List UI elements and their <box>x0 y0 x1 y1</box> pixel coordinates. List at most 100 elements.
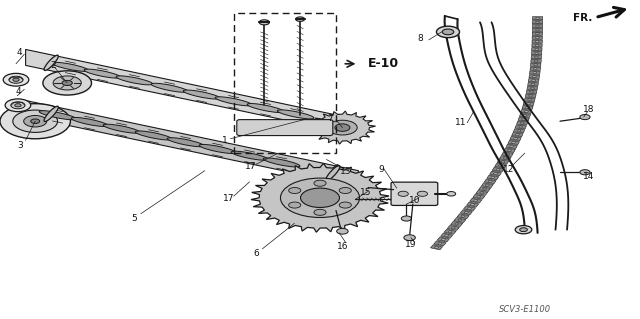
Circle shape <box>339 202 351 208</box>
Polygon shape <box>526 90 537 94</box>
Circle shape <box>445 235 449 237</box>
Ellipse shape <box>44 55 58 70</box>
Circle shape <box>24 115 47 127</box>
Circle shape <box>335 124 350 131</box>
Circle shape <box>536 29 540 31</box>
Circle shape <box>499 165 502 167</box>
Circle shape <box>486 184 490 186</box>
Circle shape <box>474 200 477 202</box>
Polygon shape <box>481 183 493 188</box>
Ellipse shape <box>199 145 236 153</box>
Circle shape <box>451 227 455 229</box>
Circle shape <box>535 41 539 42</box>
Polygon shape <box>531 59 541 63</box>
Ellipse shape <box>167 138 204 147</box>
Circle shape <box>447 191 456 196</box>
Text: E-10: E-10 <box>368 57 399 70</box>
Circle shape <box>533 72 537 74</box>
Circle shape <box>314 209 326 215</box>
Circle shape <box>506 153 509 155</box>
Text: 13: 13 <box>340 167 351 176</box>
Circle shape <box>515 226 532 234</box>
Text: FR.: FR. <box>573 12 592 23</box>
Polygon shape <box>532 28 543 32</box>
Circle shape <box>534 52 538 54</box>
FancyBboxPatch shape <box>391 182 438 205</box>
Polygon shape <box>532 44 542 47</box>
Polygon shape <box>531 56 541 59</box>
Polygon shape <box>492 167 504 172</box>
Polygon shape <box>530 67 541 70</box>
Circle shape <box>401 197 412 202</box>
Circle shape <box>438 242 442 244</box>
Circle shape <box>523 114 527 116</box>
Circle shape <box>535 48 539 50</box>
Polygon shape <box>532 40 542 43</box>
Polygon shape <box>437 237 449 242</box>
Polygon shape <box>451 221 463 226</box>
Text: 6: 6 <box>253 249 259 258</box>
Circle shape <box>15 104 21 107</box>
Polygon shape <box>531 52 542 55</box>
Text: 4: 4 <box>17 48 22 57</box>
Text: 16: 16 <box>337 242 348 251</box>
Ellipse shape <box>277 110 314 119</box>
Circle shape <box>536 17 540 19</box>
Circle shape <box>465 211 468 213</box>
Polygon shape <box>532 25 543 28</box>
Ellipse shape <box>247 104 284 113</box>
Circle shape <box>532 76 536 78</box>
Ellipse shape <box>52 62 89 71</box>
Circle shape <box>525 107 529 108</box>
Polygon shape <box>511 133 523 137</box>
Polygon shape <box>309 111 376 144</box>
Bar <box>234 13 336 153</box>
Polygon shape <box>447 225 460 230</box>
Circle shape <box>580 115 590 120</box>
Circle shape <box>514 137 518 139</box>
Ellipse shape <box>231 151 268 160</box>
Circle shape <box>296 17 305 21</box>
Text: SCV3-E1100: SCV3-E1100 <box>499 305 551 314</box>
Circle shape <box>501 161 505 163</box>
Polygon shape <box>529 78 539 82</box>
Ellipse shape <box>135 131 172 140</box>
Text: 11: 11 <box>455 118 467 127</box>
Circle shape <box>470 204 474 205</box>
Circle shape <box>458 219 462 221</box>
Polygon shape <box>251 163 389 232</box>
Circle shape <box>436 26 460 38</box>
Circle shape <box>289 188 301 194</box>
Circle shape <box>508 149 511 151</box>
Text: 4: 4 <box>15 87 20 96</box>
Circle shape <box>280 178 360 218</box>
Polygon shape <box>479 187 490 191</box>
Circle shape <box>536 21 540 23</box>
Circle shape <box>534 56 538 58</box>
Polygon shape <box>523 102 534 106</box>
Ellipse shape <box>116 76 153 85</box>
Ellipse shape <box>84 69 121 78</box>
Text: 10: 10 <box>409 197 420 205</box>
Circle shape <box>339 188 351 194</box>
Polygon shape <box>495 163 506 168</box>
Polygon shape <box>460 210 472 215</box>
Polygon shape <box>434 241 446 246</box>
Ellipse shape <box>39 111 76 120</box>
Circle shape <box>401 216 412 221</box>
Ellipse shape <box>326 115 340 130</box>
Polygon shape <box>520 113 531 117</box>
Ellipse shape <box>44 106 58 122</box>
Circle shape <box>62 80 72 85</box>
Text: 17: 17 <box>223 194 235 203</box>
Polygon shape <box>502 152 513 156</box>
Circle shape <box>9 76 23 83</box>
Circle shape <box>3 73 29 86</box>
Polygon shape <box>532 32 543 35</box>
Text: 19: 19 <box>405 241 417 249</box>
Polygon shape <box>431 245 443 250</box>
Circle shape <box>461 215 465 217</box>
Circle shape <box>496 169 500 171</box>
Circle shape <box>524 110 528 112</box>
Circle shape <box>455 223 459 225</box>
